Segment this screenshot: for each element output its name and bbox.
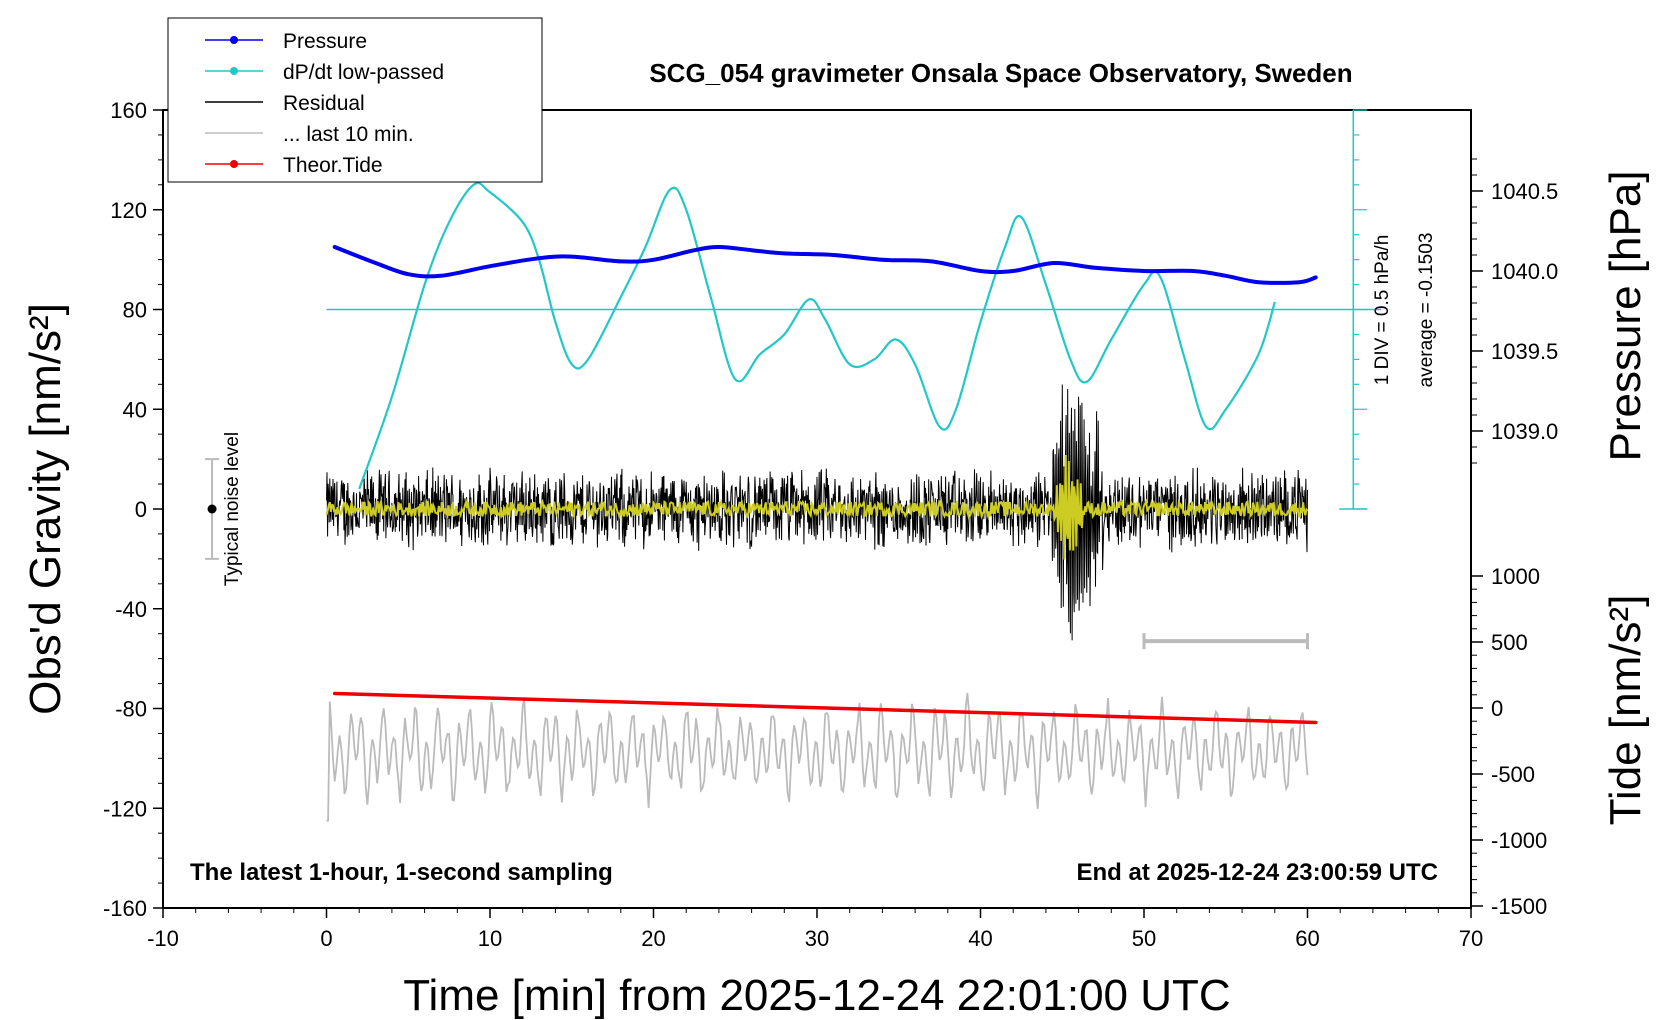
dpdt-scale-bar [1339, 109, 1368, 510]
series-residual-line [326, 384, 1308, 641]
legend: Pressure dP/dt low-passed Residual ... last… [167, 17, 543, 183]
pressure-axis-ticks: 1040.5 1040.0 1039.5 1039.0 [1471, 158, 1558, 464]
dpdt-average-label: average = -0.1503 [1416, 233, 1437, 388]
legend-label: Theor.Tide [283, 154, 383, 177]
series-pressure-line [332, 244, 1318, 285]
y-tick-label: -160 [103, 896, 147, 921]
y-axis-left-label: Obs'd Gravity [nm/s²] [21, 303, 70, 715]
dpdt-scale-label: 1 DIV = 0.5 hPa/h [1372, 235, 1393, 386]
noise-bar-center-dot [207, 504, 217, 514]
tide-axis-ticks: 1000 500 0 -500 -1000 -1500 [1471, 564, 1547, 919]
pressure-tick-label: 1039.5 [1491, 339, 1558, 364]
series-residual-lowpass-line [325, 454, 1309, 560]
chart-title: SCG_054 gravimeter Onsala Space Observat… [649, 58, 1352, 88]
legend-label: Residual [283, 92, 365, 115]
footnote-end-time: End at 2025-12-24 23:00:59 UTC [1077, 859, 1439, 886]
x-tick-label: 40 [968, 926, 992, 951]
y-tick-label: 40 [123, 397, 147, 422]
noise-level-bar [205, 458, 220, 560]
tide-tick-label: 1000 [1491, 564, 1540, 589]
x-tick-label: 10 [478, 926, 502, 951]
y-tick-label: 120 [110, 198, 147, 223]
pressure-tick-label: 1040.5 [1491, 179, 1558, 204]
y-tick-label: 160 [110, 98, 147, 123]
tide-tick-label: -1000 [1491, 828, 1547, 853]
tide-axis-label: Tide [nm/s²] [1601, 595, 1650, 826]
x-tick-label: 0 [320, 926, 332, 951]
pressure-tick-label: 1039.0 [1491, 419, 1558, 444]
x-tick-label: 60 [1295, 926, 1319, 951]
legend-marker [230, 160, 238, 168]
y-tick-label: -120 [103, 796, 147, 821]
x-axis-ticks: -10 0 10 20 30 40 50 60 70 [147, 908, 1483, 951]
series-dpdt-line [358, 181, 1276, 490]
legend-label: ... last 10 min. [283, 123, 414, 146]
legend-label: dP/dt low-passed [283, 61, 444, 84]
tide-tick-label: 0 [1491, 696, 1503, 721]
y-axis-left-ticks: 160 120 80 40 0 -40 -80 -120 -160 [103, 98, 163, 921]
y-tick-label: -40 [115, 597, 147, 622]
x-tick-label: 20 [641, 926, 665, 951]
x-tick-label: 50 [1132, 926, 1156, 951]
legend-label: Pressure [283, 30, 367, 53]
x-tick-label: 70 [1459, 926, 1483, 951]
noise-level-label: Typical noise level [222, 432, 243, 586]
series-tide-line [332, 691, 1318, 725]
y-tick-label: -80 [115, 697, 147, 722]
x-tick-label: 30 [805, 926, 829, 951]
tide-tick-label: -500 [1491, 762, 1535, 787]
pressure-axis-label: Pressure [hPa] [1601, 170, 1650, 461]
legend-marker [230, 36, 238, 44]
x-axis-label: Time [min] from 2025-12-24 22:01:00 UTC [403, 971, 1230, 1020]
y-tick-label: 80 [123, 298, 147, 323]
tide-tick-label: -1500 [1491, 894, 1547, 919]
series-last-10-min-line [326, 692, 1309, 822]
footnote-sampling: The latest 1-hour, 1-second sampling [190, 859, 613, 886]
y-tick-label: 0 [135, 497, 147, 522]
x-tick-label: -10 [147, 926, 179, 951]
tide-tick-label: 500 [1491, 630, 1528, 655]
legend-marker [230, 67, 238, 75]
pressure-tick-label: 1040.0 [1491, 259, 1558, 284]
legend-box [167, 17, 543, 183]
